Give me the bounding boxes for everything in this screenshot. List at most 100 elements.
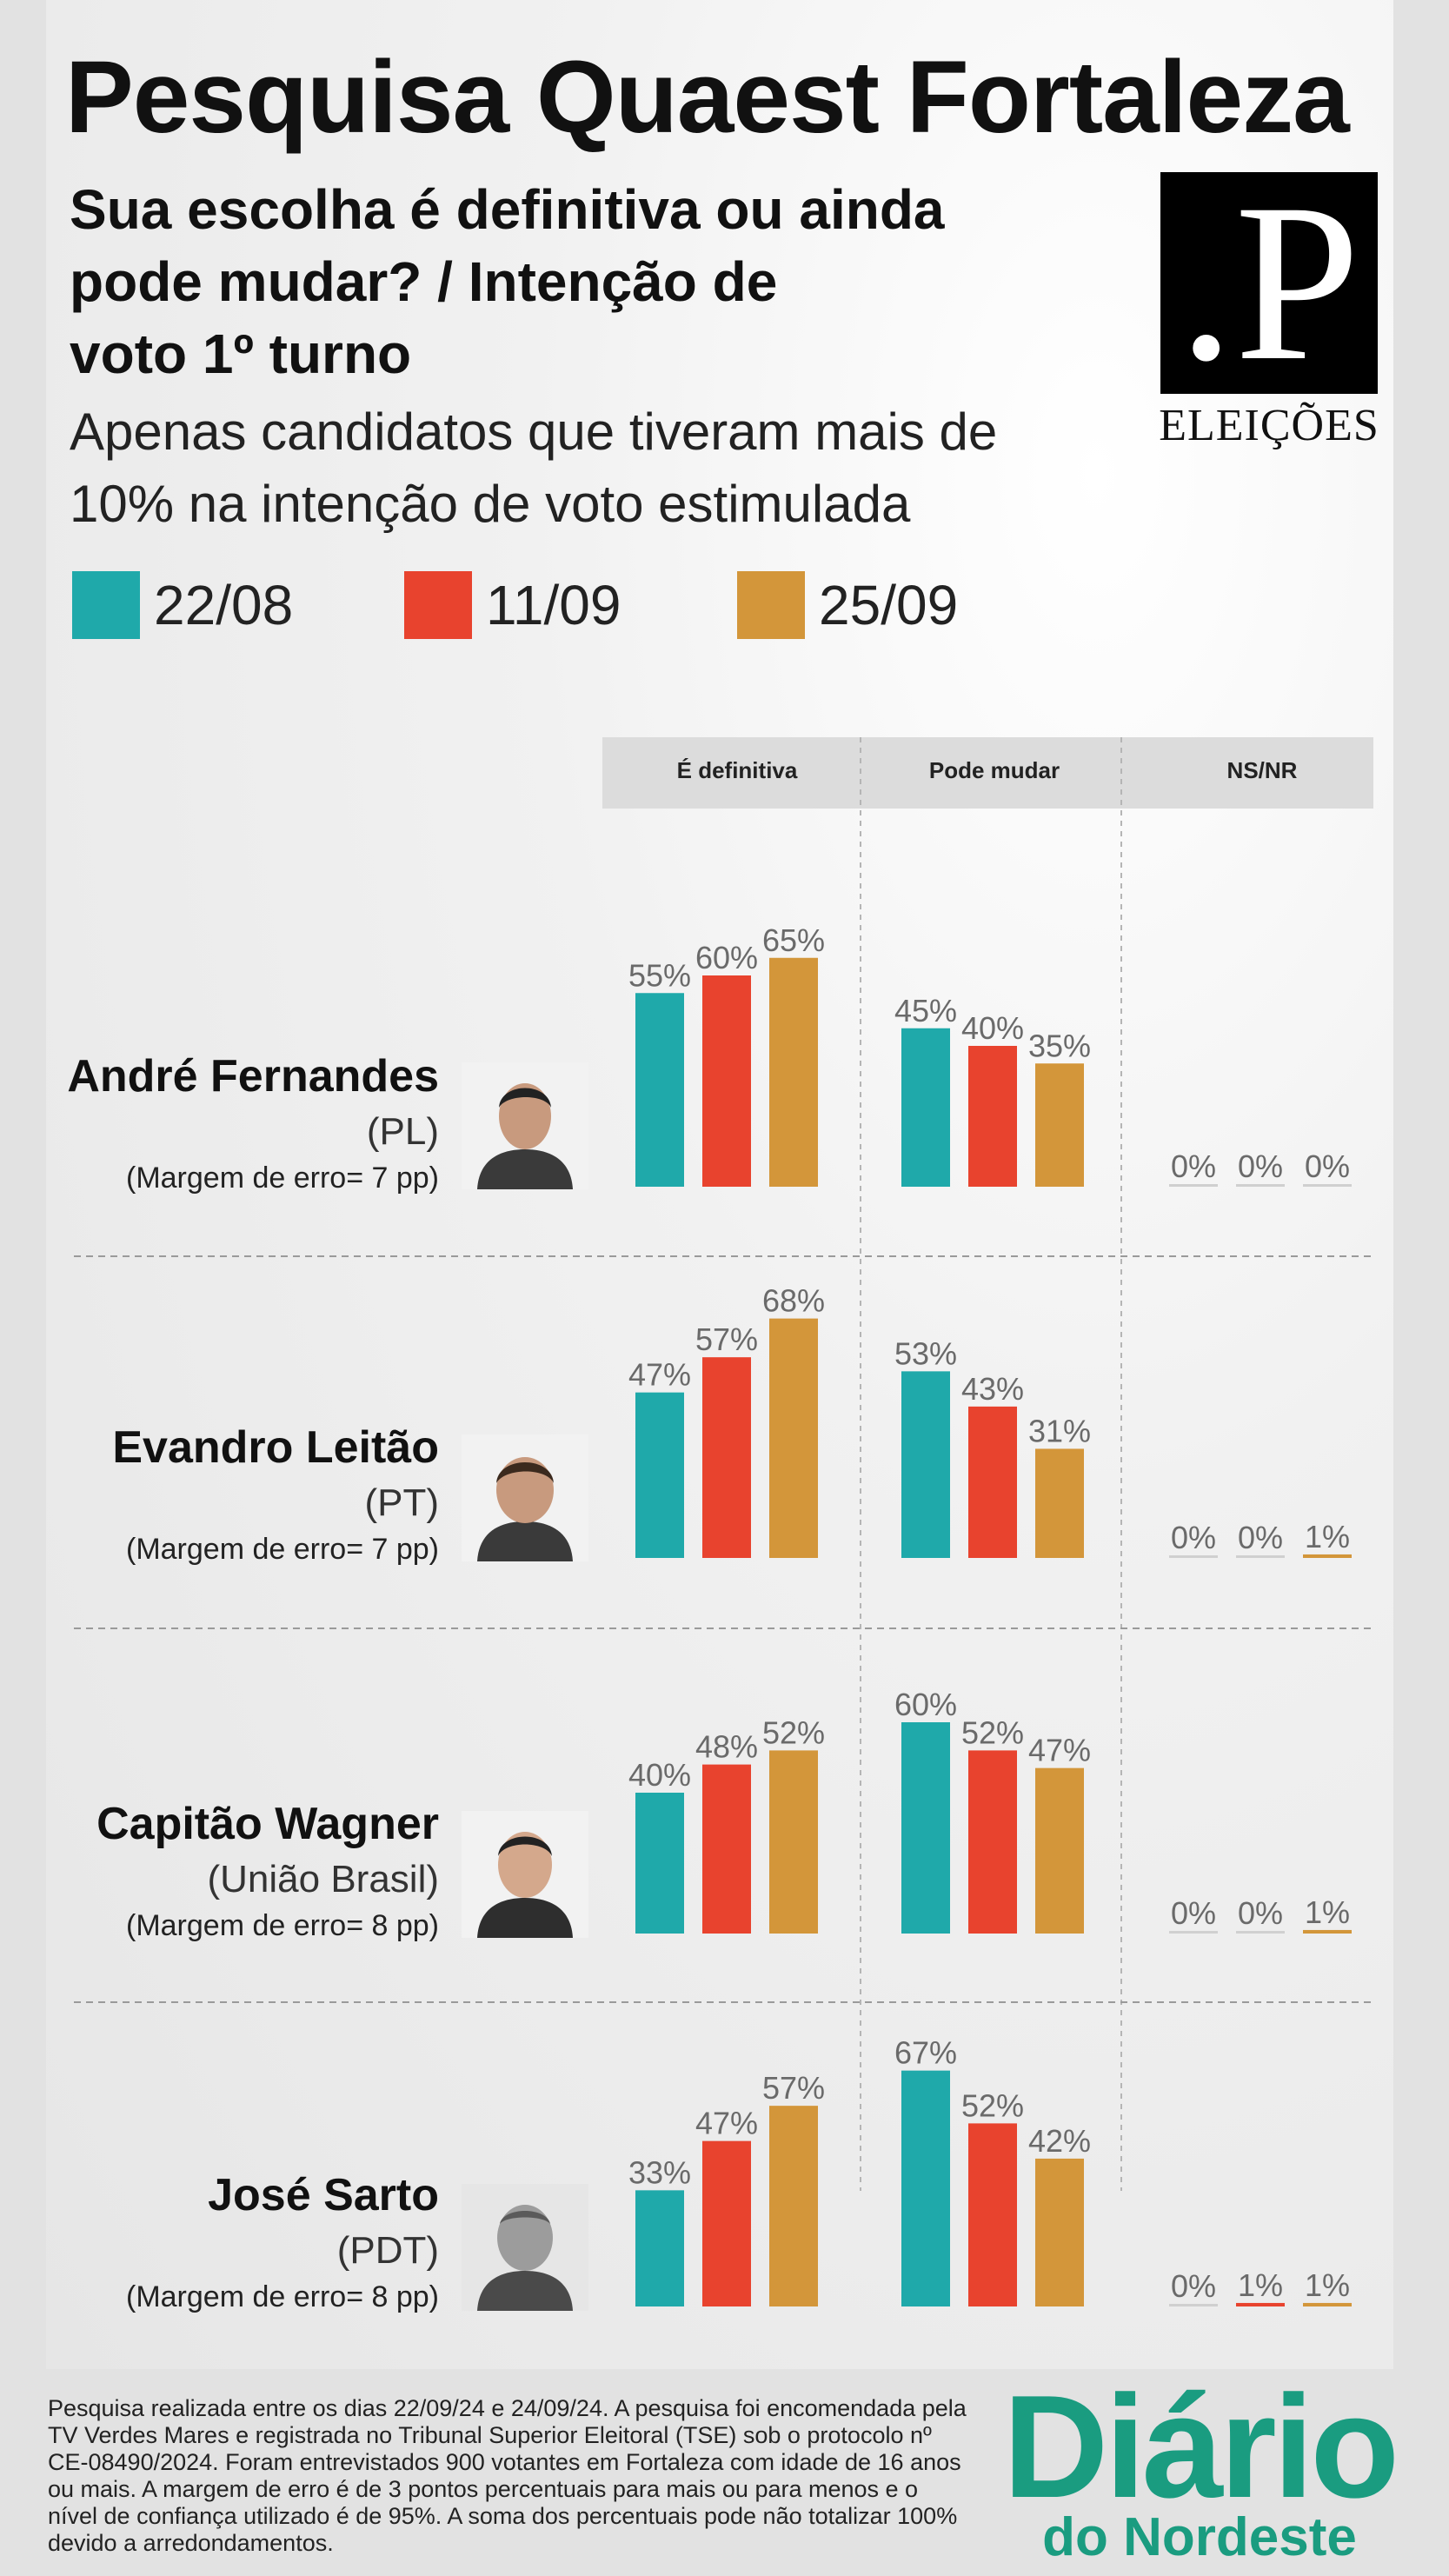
bar-pode-mudar-11-09: [968, 1406, 1017, 1558]
data-label: 33%: [628, 2154, 691, 2190]
bar-chart: É definitiva Pode mudar NS/NR 55% 60% 65%4…: [74, 737, 1373, 2306]
legend-swatch: [737, 571, 805, 639]
data-label: 31%: [1028, 1413, 1091, 1448]
data-label: 47%: [628, 1357, 691, 1393]
bar-pode-mudar-22-08: [901, 2070, 950, 2306]
candidate-margin: (Margem de erro= 8 pp): [126, 1909, 439, 1942]
data-label: 1%: [1305, 1519, 1350, 1554]
candidate-name: José Sarto: [208, 2170, 439, 2220]
candidate-party: (PL): [366, 1110, 439, 1153]
bar-nsnr-22-08: [1169, 1184, 1218, 1187]
bar-pode-mudar-11-09: [968, 1046, 1017, 1187]
legend-label: 25/09: [819, 574, 959, 636]
data-label: 57%: [762, 2070, 825, 2106]
brand-logo-nordeste: do Nordeste: [1042, 2507, 1357, 2567]
candidate-name: André Fernandes: [67, 1051, 439, 1102]
data-label: 57%: [695, 1321, 758, 1357]
legend-swatch: [404, 571, 472, 639]
bar-pode-mudar-25-09: [1035, 2158, 1084, 2306]
question-line: Sua escolha é definitiva ou ainda: [70, 178, 945, 241]
data-label: 40%: [961, 1010, 1024, 1046]
candidate-name: Capitão Wagner: [96, 1799, 439, 1849]
bar-pode-mudar-22-08: [901, 1722, 950, 1934]
subtitle-line: 10% na intenção de voto estimulada: [70, 475, 911, 533]
bar-pode-mudar-11-09: [968, 1750, 1017, 1934]
subtitle-text: Apenas candidatos que tiveram mais de 10…: [70, 396, 1069, 540]
data-label: 40%: [628, 1757, 691, 1793]
bar-pode-mudar-22-08: [901, 1028, 950, 1187]
legend-item-22-08: 22/08: [72, 569, 293, 641]
bar-definitiva-11-09: [702, 2140, 751, 2306]
bar-nsnr-22-08: [1169, 1555, 1218, 1558]
bar-definitiva-25-09: [769, 1750, 818, 1934]
data-label: 0%: [1171, 1148, 1216, 1184]
logo-caption: ELEIÇÕES: [1159, 401, 1379, 450]
data-label: 47%: [1028, 1733, 1091, 1768]
data-label: 52%: [961, 1714, 1024, 1750]
bar-nsnr-25-09: [1303, 2302, 1352, 2306]
bar-nsnr-11-09: [1236, 1555, 1285, 1558]
question-line: pode mudar? / Intenção de: [70, 250, 778, 313]
candidate-party: (PDT): [336, 2229, 439, 2272]
bar-definitiva-25-09: [769, 2106, 818, 2306]
data-label: 68%: [762, 1283, 825, 1319]
data-label: 53%: [894, 1335, 957, 1371]
data-label: 45%: [894, 993, 957, 1028]
bar-nsnr-25-09: [1303, 1554, 1352, 1558]
bar-definitiva-25-09: [769, 1318, 818, 1558]
column-header-definitiva: É definitiva: [677, 757, 798, 783]
column-header-pode-mudar: Pode mudar: [929, 757, 1060, 783]
candidate-margin: (Margem de erro= 7 pp): [126, 1533, 439, 1566]
candidate-name: Evandro Leitão: [112, 1422, 439, 1473]
footnote: Pesquisa realizada entre os dias 22/09/2…: [48, 2395, 967, 2556]
bar-nsnr-11-09: [1236, 1931, 1285, 1934]
data-label: 1%: [1305, 1894, 1350, 1930]
candidate-photo: [462, 1434, 588, 1561]
data-label: 0%: [1238, 1895, 1283, 1931]
data-label: 35%: [1028, 1028, 1091, 1063]
bar-nsnr-11-09: [1236, 1184, 1285, 1187]
data-label: 55%: [628, 957, 691, 993]
page-title: Pesquisa Quaest Fortaleza: [65, 40, 1350, 155]
bar-pode-mudar-11-09: [968, 2123, 1017, 2306]
chart-bars: 55% 60% 65%45% 40% 35%0% 0% 0%47%57%68%53%43%3…: [628, 922, 1352, 2306]
candidate-margin: (Margem de erro= 7 pp): [126, 1162, 439, 1195]
data-label: 0%: [1238, 1148, 1283, 1184]
data-label: 52%: [961, 2087, 1024, 2123]
data-label: 47%: [695, 2106, 758, 2141]
bar-definitiva-22-08: [635, 1392, 684, 1558]
person-icon: [462, 1811, 588, 1938]
person-icon: [462, 2184, 588, 2311]
data-label: 52%: [762, 1714, 825, 1750]
column-header-nsnr: NS/NR: [1227, 757, 1298, 783]
bar-nsnr-11-09: [1236, 2302, 1285, 2306]
bar-definitiva-22-08: [635, 993, 684, 1187]
bar-pode-mudar-25-09: [1035, 1063, 1084, 1187]
bar-pode-mudar-22-08: [901, 1371, 950, 1558]
bar-definitiva-22-08: [635, 1793, 684, 1934]
data-label: 43%: [961, 1371, 1024, 1407]
brand-logo-diario: Diário: [1002, 2365, 1399, 2528]
candidate-photo: [462, 1811, 588, 1938]
data-label: 48%: [695, 1729, 758, 1765]
legend-label: 22/08: [154, 574, 294, 636]
data-label: 0%: [1305, 1148, 1350, 1184]
legend-swatch: [72, 571, 140, 639]
bar-definitiva-11-09: [702, 1764, 751, 1934]
data-label: 0%: [1238, 1520, 1283, 1555]
subtitle-line: Apenas candidatos que tiveram mais de: [70, 403, 998, 461]
bar-pode-mudar-25-09: [1035, 1767, 1084, 1934]
bar-pode-mudar-25-09: [1035, 1448, 1084, 1558]
column-header-band: [602, 737, 1373, 809]
candidate-margin: (Margem de erro= 8 pp): [126, 2280, 439, 2313]
data-label: 67%: [894, 2035, 957, 2071]
data-label: 65%: [762, 922, 825, 958]
data-label: 42%: [1028, 2123, 1091, 2159]
candidate-photo: [462, 1062, 588, 1189]
bar-definitiva-11-09: [702, 975, 751, 1187]
bar-nsnr-22-08: [1169, 2304, 1218, 2306]
data-label: 1%: [1305, 2267, 1350, 2303]
bar-nsnr-25-09: [1303, 1184, 1352, 1187]
legend-item-25-09: 25/09: [737, 569, 958, 641]
question-text: Sua escolha é definitiva ou ainda pode m…: [70, 174, 1069, 390]
